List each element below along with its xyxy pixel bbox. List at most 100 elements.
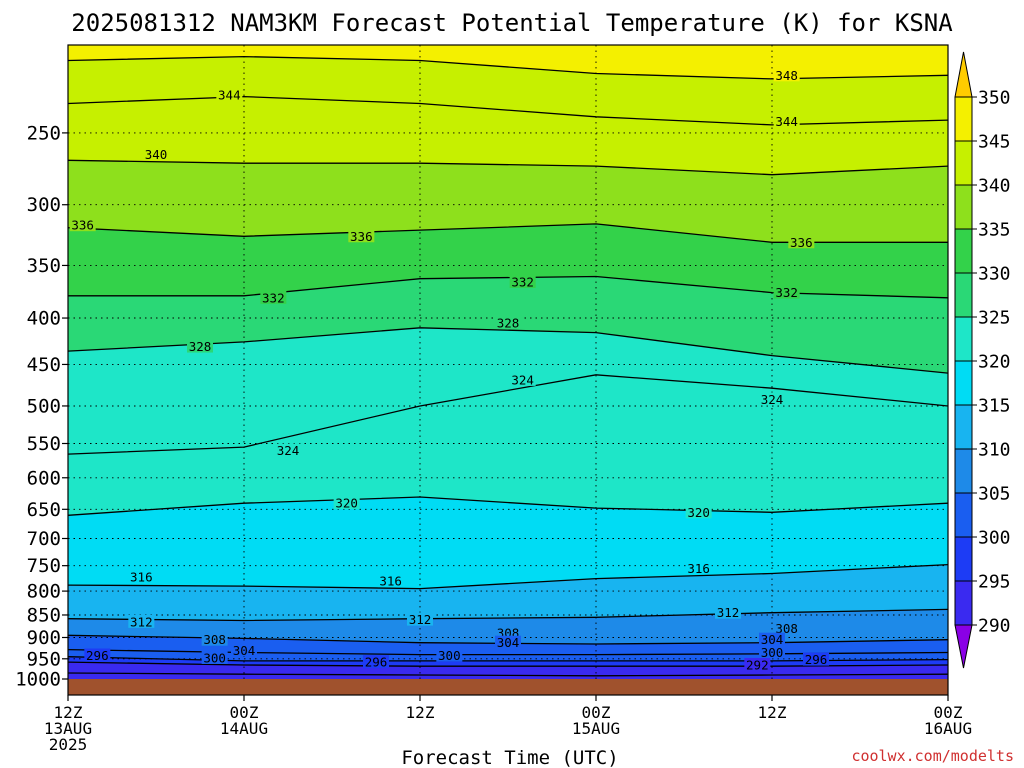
isentrope-332 (68, 275, 948, 299)
contour-label-344: 344 (218, 87, 241, 102)
contour-labels: 344 348 340 344 336 336 336 332 332 332 328 328 324 3… (69, 68, 829, 672)
contour-label-304: 304 (497, 635, 520, 650)
colorbar-bottom-arrow (954, 624, 973, 669)
colorbar-label-295: 295 (978, 572, 1011, 593)
contour-label-bg (685, 505, 712, 519)
pressure-axis: 2503003504004505005506006507007508008509… (15, 122, 68, 691)
colorbar-label-290: 290 (978, 616, 1011, 637)
contour-label-bg (275, 443, 301, 457)
colorbar-segment-345 (954, 96, 973, 142)
contour-label-300: 300 (438, 648, 461, 663)
colorbar-segment-310 (954, 404, 973, 450)
colorbar-label-335: 335 (978, 220, 1011, 241)
fill-band-324 (68, 327, 948, 455)
y-tick-label-850: 850 (27, 604, 61, 626)
contour-label-332: 332 (511, 274, 534, 289)
fill-band-336 (68, 160, 948, 243)
x-tick-label-60-2: 16AUG (924, 719, 972, 738)
contour-label-bg (363, 655, 389, 669)
contour-label-336: 336 (350, 229, 373, 244)
y-tick-label-1000: 1000 (15, 669, 61, 691)
contour-label-336: 336 (790, 235, 813, 250)
contour-label-336: 336 (71, 218, 94, 233)
x-tick-label-0-1: 12Z (54, 703, 83, 722)
y-tick-label-600: 600 (27, 467, 61, 489)
y-tick-label-550: 550 (27, 433, 61, 455)
contour-label-320: 320 (687, 505, 710, 520)
contour-label-bg (407, 612, 433, 626)
contour-label-bg (788, 235, 815, 249)
colorbar-label-350: 350 (978, 88, 1011, 109)
contour-label-bg (773, 114, 800, 128)
contour-label-344: 344 (775, 114, 798, 129)
contour-label-bg (773, 621, 800, 635)
contour-label-308: 308 (203, 632, 226, 647)
y-tick-label-500: 500 (27, 395, 61, 417)
fill-band-332 (68, 223, 948, 298)
contour-label-324: 324 (761, 392, 784, 407)
contour-label-bg (260, 290, 287, 304)
colorbar-label-305: 305 (978, 484, 1011, 505)
x-tick-label-12-1: 00Z (230, 703, 259, 722)
contour-label-bg (201, 632, 228, 646)
contour-label-328: 328 (497, 315, 520, 330)
x-tick-label-36-1: 00Z (582, 703, 611, 722)
contour-label-bg (128, 614, 155, 628)
y-tick-label-450: 450 (27, 354, 61, 376)
contour-label-300: 300 (761, 645, 784, 660)
contour-label-332: 332 (775, 285, 798, 300)
y-tick-label-250: 250 (27, 122, 61, 144)
contour-label-bg (685, 561, 712, 575)
x-tick-label-0-2: 13AUG (44, 719, 92, 738)
contour-label-312: 312 (717, 605, 740, 620)
contour-label-304: 304 (761, 632, 784, 647)
contour-label-bg (128, 570, 155, 584)
contour-label-316: 316 (130, 570, 153, 585)
colorbar-label-320: 320 (978, 352, 1011, 373)
contour-label-bg (715, 605, 741, 619)
contour-label-bg (495, 315, 521, 329)
contour-label-296: 296 (365, 655, 388, 670)
contour-label-316: 316 (687, 561, 710, 576)
contour-label-bg (187, 339, 213, 353)
contour-label-292: 292 (746, 657, 769, 672)
colorbar-label-340: 340 (978, 176, 1011, 197)
colorbar-label-330: 330 (978, 264, 1011, 285)
contour-label-bg (495, 635, 521, 649)
colorbar-segment-335 (954, 184, 973, 230)
contour-label-bg (436, 648, 463, 662)
isentrope-324 (68, 374, 948, 455)
colorbar-segment-340 (954, 140, 973, 186)
contour-label-bg (231, 643, 257, 657)
contour-label-bg (216, 87, 243, 101)
colorbar-segment-295 (954, 536, 973, 582)
fill-band-300 (68, 649, 948, 661)
isentrope-344 (68, 95, 948, 126)
colorbar-label-310: 310 (978, 440, 1011, 461)
fill-band-344 (68, 56, 948, 125)
contour-label-bg (143, 147, 169, 161)
contour-label-296: 296 (86, 648, 109, 663)
contour-label-304: 304 (233, 643, 256, 658)
contour-label-312: 312 (130, 614, 153, 629)
contour-label-bg (377, 574, 404, 588)
contour-label-324: 324 (277, 443, 300, 458)
fill-band-320 (68, 374, 948, 516)
isentrope-296 (68, 661, 948, 667)
surface-strip (68, 679, 948, 695)
contour-label-348: 348 (775, 68, 798, 83)
colorbar-segment-315 (954, 360, 973, 406)
fill-band-348 (68, 45, 948, 79)
contour-label-bg (509, 372, 536, 386)
y-tick-label-900: 900 (27, 627, 61, 649)
plot-frame (67, 44, 949, 696)
contour-label-bg (759, 632, 785, 646)
contour-label-312: 312 (409, 612, 432, 627)
isentrope-292 (68, 672, 948, 677)
colorbar-segment-290 (954, 580, 973, 626)
y-tick-label-650: 650 (27, 499, 61, 521)
isentrope-316 (68, 563, 948, 590)
contour-label-bg (333, 496, 360, 510)
